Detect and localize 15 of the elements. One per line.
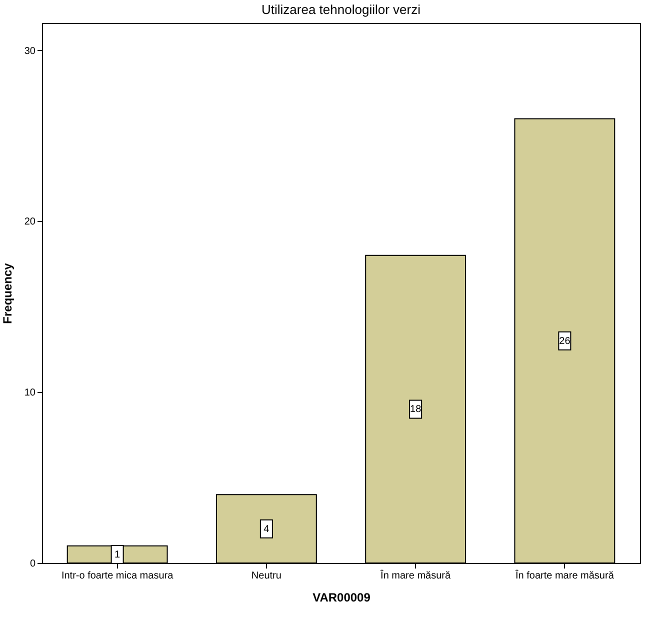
- x-tick-label: Neutru: [251, 570, 282, 582]
- y-tick-label: 30: [24, 46, 36, 57]
- data-label: 4: [264, 524, 270, 535]
- x-tick-label: În mare măsură: [380, 570, 452, 582]
- chart-title: Utilizarea tehnologiilor verzi: [262, 2, 421, 17]
- x-axis-title: VAR00009: [312, 590, 371, 604]
- y-tick-label: 0: [30, 558, 36, 570]
- data-label: 18: [410, 404, 422, 416]
- x-tick-label: Intr-o foarte mica masura: [61, 570, 174, 582]
- y-axis-title: Frequency: [0, 262, 14, 324]
- y-tick-label: 20: [24, 216, 36, 228]
- x-tick-label: În foarte mare măsură: [514, 570, 614, 582]
- data-label: 1: [114, 549, 121, 560]
- data-label: 26: [559, 336, 571, 347]
- y-tick-label: 10: [24, 388, 36, 399]
